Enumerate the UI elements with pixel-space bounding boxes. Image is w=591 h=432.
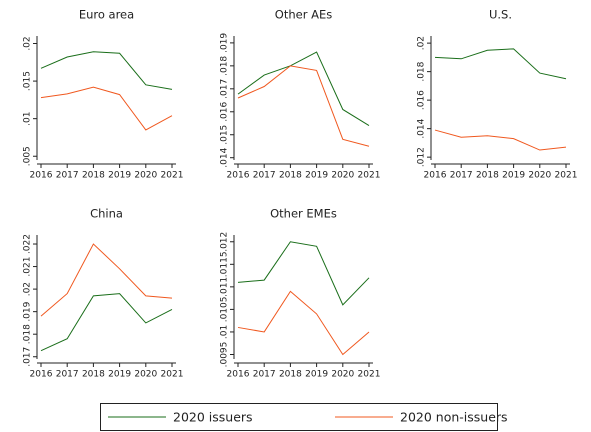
x-tick-label: 2019 (305, 171, 328, 181)
y-tick-label: .022 (23, 234, 33, 254)
y-tick-label: .02 (23, 36, 33, 50)
series-line (40, 243, 173, 317)
series-line (434, 48, 567, 80)
x-tick-label: 2016 (227, 370, 250, 380)
y-tick-label: .012 (417, 147, 427, 167)
series-line (40, 51, 173, 90)
x-tick-label: 2018 (279, 370, 302, 380)
series-line (237, 65, 370, 147)
y-tick-label: .01 (23, 112, 33, 126)
y-tick-label: .011 (220, 277, 230, 297)
y-tick-label: .019 (23, 301, 33, 321)
y-tick-label: .017 (23, 347, 33, 367)
y-tick-label: .02 (417, 36, 427, 50)
y-tick-label: .016 (417, 90, 427, 110)
y-tick-label: .014 (220, 147, 230, 167)
y-tick-label: .005 (23, 146, 33, 166)
x-tick-label: 2016 (227, 171, 250, 181)
x-tick-label: 2019 (108, 171, 131, 181)
x-tick-label: 2016 (30, 370, 53, 380)
y-tick-label: .019 (220, 33, 230, 53)
x-tick-label: 2020 (331, 171, 354, 181)
x-tick-label: 2018 (82, 171, 105, 181)
y-tick-label: .02 (23, 282, 33, 296)
series-line (40, 293, 173, 352)
x-tick-label: 2021 (358, 370, 381, 380)
x-tick-label: 2020 (134, 171, 157, 181)
y-tick-label: .01 (220, 325, 230, 339)
x-tick-label: 2019 (502, 171, 525, 181)
y-tick-label: .021 (23, 257, 33, 277)
x-tick-label: 2021 (161, 171, 184, 181)
x-tick-label: 2018 (82, 370, 105, 380)
y-tick-label: .018 (417, 61, 427, 81)
y-tick-label: .0105 (220, 297, 230, 323)
x-tick-label: 2020 (331, 370, 354, 380)
x-tick-label: 2017 (56, 171, 79, 181)
chart-title: U.S. (489, 8, 512, 22)
legend-label: 2020 issuers (173, 410, 253, 425)
y-tick-label: .014 (417, 118, 427, 138)
series-line (237, 51, 370, 126)
y-tick-label: .012 (220, 232, 230, 252)
series-line (434, 129, 567, 151)
x-tick-label: 2021 (358, 171, 381, 181)
y-tick-label: .015 (23, 71, 33, 91)
y-tick-label: .018 (220, 56, 230, 76)
chart-title: Euro area (79, 8, 134, 22)
y-tick-label: .016 (220, 101, 230, 121)
x-tick-label: 2017 (253, 171, 276, 181)
legend-box (100, 403, 498, 431)
series-line (40, 86, 173, 131)
x-tick-label: 2017 (450, 171, 473, 181)
x-tick-label: 2017 (56, 370, 79, 380)
x-tick-label: 2017 (253, 370, 276, 380)
series-line (237, 290, 370, 356)
chart-title: Other AEs (275, 8, 332, 22)
x-tick-label: 2019 (305, 370, 328, 380)
y-tick-label: .015 (220, 125, 230, 145)
chart-title: Other EMEs (270, 207, 337, 221)
x-tick-label: 2019 (108, 370, 131, 380)
chart-title: China (90, 207, 123, 221)
x-tick-label: 2021 (555, 171, 578, 181)
y-tick-label: .018 (23, 324, 33, 344)
x-tick-label: 2016 (30, 171, 53, 181)
x-tick-label: 2018 (279, 171, 302, 181)
x-tick-label: 2018 (476, 171, 499, 181)
y-tick-label: .0095 (220, 342, 230, 368)
x-tick-label: 2020 (134, 370, 157, 380)
x-tick-label: 2021 (161, 370, 184, 380)
x-tick-label: 2020 (528, 171, 551, 181)
series-line (237, 241, 370, 306)
y-tick-label: .0115 (220, 251, 230, 277)
x-tick-label: 2016 (424, 171, 447, 181)
y-tick-label: .017 (220, 79, 230, 99)
legend-label: 2020 non-issuers (400, 410, 508, 425)
